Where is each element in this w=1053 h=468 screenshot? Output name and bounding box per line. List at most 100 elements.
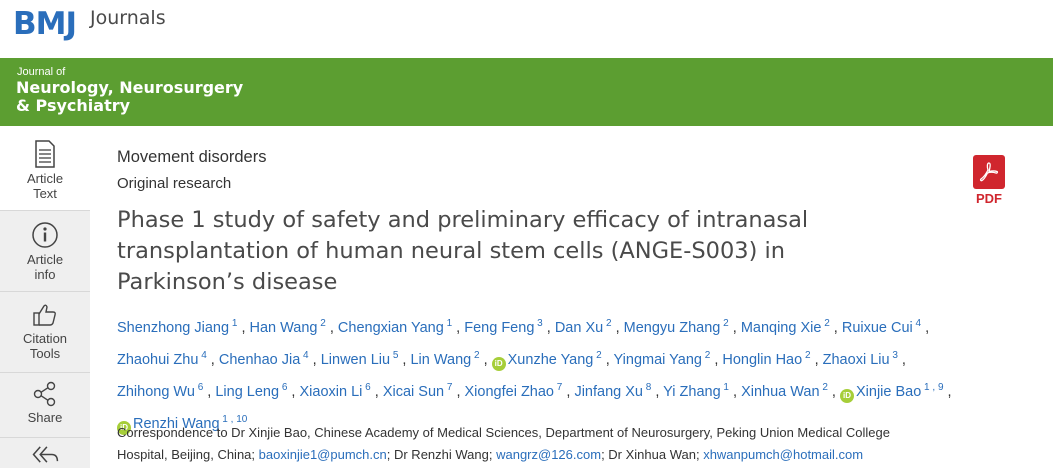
journals-link[interactable]: Journals	[90, 7, 166, 29]
affiliation-marker[interactable]: 1	[229, 318, 238, 329]
sidebar-item-article-text[interactable]: Article Text	[0, 126, 90, 210]
author-link[interactable]: Linwen Liu 5	[321, 350, 399, 368]
affiliation-marker[interactable]: 6	[194, 382, 204, 393]
author-link[interactable]: Dan Xu 2	[555, 318, 612, 336]
author-name: Mengyu Zhang	[623, 320, 721, 336]
author-link[interactable]: iD Renzhi Wang 1 , 10	[117, 414, 248, 435]
affiliation-marker[interactable]: 6	[362, 382, 371, 393]
journal-banner[interactable]: Journal of Neurology, Neurosurgery & Psy…	[0, 58, 1053, 126]
author-link[interactable]: Jinfang Xu 8	[574, 382, 652, 400]
affiliation-marker[interactable]: 5	[390, 350, 399, 361]
author-link[interactable]: iD Xunzhe Yang 2	[491, 350, 602, 371]
author-link[interactable]: Shenzhong Jiang 1	[117, 318, 238, 336]
author-name: Zhaoxi Liu	[822, 352, 890, 368]
author-name: Manqing Xie	[740, 320, 822, 336]
author-name: Chengxian Yang	[337, 320, 444, 336]
affiliation-marker[interactable]: 1	[720, 382, 729, 393]
affiliation-marker[interactable]: 2	[802, 350, 811, 361]
author-separator: ,	[897, 352, 906, 368]
affiliation-marker[interactable]: 2	[471, 350, 480, 361]
author-link[interactable]: Mengyu Zhang 2	[623, 318, 729, 336]
author-link[interactable]: iD Xinjie Bao 1 , 9	[839, 382, 944, 403]
pdf-icon	[973, 155, 1005, 189]
author-link[interactable]: Yi Zhang 1	[663, 382, 729, 400]
affiliation-marker[interactable]: 3	[889, 350, 898, 361]
author-separator: ,	[237, 320, 250, 336]
author-link[interactable]: Yingmai Yang 2	[614, 350, 711, 368]
author-separator: ,	[829, 320, 842, 336]
affiliation-marker[interactable]: 4	[300, 350, 309, 361]
author-link[interactable]: Ling Leng 6	[215, 382, 288, 400]
journal-name-prefix: Journal of	[17, 66, 66, 78]
affiliation-marker[interactable]: 7	[554, 382, 563, 393]
author-separator: ,	[601, 352, 614, 368]
affiliation-marker[interactable]: 2	[821, 318, 830, 329]
author-separator: ,	[479, 352, 492, 368]
author-link[interactable]: Zhihong Wu 6	[117, 382, 204, 400]
author-name: Xunzhe Yang	[507, 352, 594, 368]
affiliation-marker[interactable]: 2	[720, 318, 729, 329]
author-separator: ,	[710, 352, 723, 368]
sidebar-item-share[interactable]: Share	[0, 373, 90, 437]
bmj-logo[interactable]: BMJ	[13, 6, 77, 42]
affiliation-marker[interactable]: 4	[198, 350, 207, 361]
author-link[interactable]: Xiongfei Zhao 7	[465, 382, 563, 400]
author-link[interactable]: Lin Wang 2	[410, 350, 480, 368]
reply-all-icon	[32, 446, 59, 463]
author-name: Ling Leng	[215, 384, 280, 400]
author-link[interactable]: Xicai Sun 7	[383, 382, 453, 400]
email-link[interactable]: baoxinjie1@pumch.cn	[258, 447, 387, 462]
author-name: Ruixue Cui	[841, 320, 913, 336]
email-link[interactable]: wangrz@126.com	[496, 447, 602, 462]
orcid-icon[interactable]: iD	[839, 389, 854, 403]
affiliation-marker[interactable]: 1 , 10	[219, 414, 248, 425]
article-section[interactable]: Movement disorders	[117, 148, 267, 166]
author-link[interactable]: Honglin Hao 2	[722, 350, 811, 368]
affiliation-marker[interactable]: 2	[701, 350, 711, 361]
author-link[interactable]: Chenhao Jia 4	[219, 350, 309, 368]
affiliation-marker[interactable]: 7	[444, 382, 453, 393]
orcid-icon[interactable]: iD	[117, 421, 131, 435]
affiliation-marker[interactable]: 1	[443, 318, 453, 329]
affiliation-marker[interactable]: 2	[603, 318, 612, 329]
author-link[interactable]: Xinhua Wan 2	[741, 382, 828, 400]
affiliation-marker[interactable]: 8	[642, 382, 652, 393]
author-link[interactable]: Zhaoxi Liu 3	[822, 350, 898, 368]
sidebar-label: Text	[33, 186, 57, 201]
affiliation-marker[interactable]: 1 , 9	[921, 382, 944, 393]
email-link[interactable]: xhwanpumch@hotmail.com	[703, 447, 864, 462]
author-link[interactable]: Chengxian Yang 1	[337, 318, 453, 336]
author-separator: ,	[943, 384, 952, 400]
author-separator: ,	[452, 384, 465, 400]
author-link[interactable]: Han Wang 2	[250, 318, 326, 336]
author-link[interactable]: Zhaohui Zhu 4	[117, 350, 207, 368]
share-icon	[33, 381, 56, 407]
affiliation-marker[interactable]: 3	[534, 318, 543, 329]
sidebar-item-citation-tools[interactable]: Citation Tools	[0, 292, 90, 372]
author-link[interactable]: Feng Feng 3	[464, 318, 543, 336]
sidebar-item-respond[interactable]	[0, 438, 90, 468]
author-separator: ,	[370, 384, 383, 400]
thumbs-up-icon	[33, 304, 56, 326]
correspondence: Correspondence to Dr Xinjie Bao, Chinese…	[117, 422, 967, 466]
author-name: Renzhi Wang	[133, 416, 220, 432]
author-link[interactable]: Manqing Xie 2	[740, 318, 830, 336]
sidebar-label: Share	[27, 410, 63, 425]
sidebar-item-article-info[interactable]: Article info	[0, 211, 90, 291]
affiliation-marker[interactable]: 2	[317, 318, 326, 329]
pdf-label: PDF	[976, 191, 1002, 206]
article-sidebar: Article Text Article info Citation Tools…	[0, 126, 90, 468]
author-link[interactable]: Xiaoxin Li 6	[300, 382, 371, 400]
author-link[interactable]: Ruixue Cui 4	[841, 318, 922, 336]
article-title: Phase 1 study of safety and preliminary …	[117, 207, 809, 295]
affiliation-marker[interactable]: 6	[279, 382, 288, 393]
author-name: Lin Wang	[410, 352, 472, 368]
pdf-download[interactable]: PDF	[971, 155, 1007, 206]
affiliation-marker[interactable]: 2	[819, 382, 828, 393]
orcid-icon[interactable]: iD	[491, 357, 506, 371]
author-separator: ,	[827, 384, 840, 400]
affiliation-marker[interactable]: 4	[912, 318, 922, 329]
divider	[0, 437, 90, 438]
affiliation-marker[interactable]: 2	[593, 350, 602, 361]
author-separator: ,	[308, 352, 321, 368]
